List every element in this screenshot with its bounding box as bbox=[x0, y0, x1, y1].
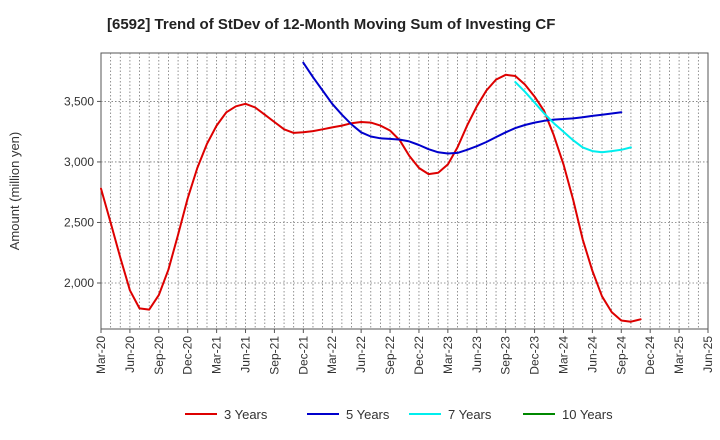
x-tick-label: Jun-23 bbox=[470, 336, 484, 373]
x-tick-label: Sep-22 bbox=[383, 336, 397, 375]
x-tick-label: Jun-25 bbox=[701, 336, 715, 373]
legend: 3 Years 5 Years 7 Years 10 Years bbox=[185, 407, 613, 422]
legend-label-5-years: 5 Years bbox=[346, 407, 390, 422]
x-tick-label: Mar-25 bbox=[672, 336, 686, 374]
legend-label-3-years: 3 Years bbox=[224, 407, 268, 422]
x-tick-label: Dec-23 bbox=[528, 336, 542, 375]
y-axis-label: Amount (million yen) bbox=[7, 132, 22, 251]
legend-label-10-years: 10 Years bbox=[562, 407, 613, 422]
x-tick-label: Mar-20 bbox=[94, 336, 108, 374]
chart-title: [6592] Trend of StDev of 12-Month Moving… bbox=[107, 16, 555, 33]
x-tick-label: Dec-22 bbox=[412, 336, 426, 375]
x-axis: Mar-20 Jun-20 Sep-20 Dec-20 Mar-21 Jun-21 Sep-… bbox=[94, 329, 715, 375]
x-tick-label: Jun-24 bbox=[585, 336, 599, 373]
x-tick-label: Jun-21 bbox=[239, 336, 253, 373]
x-tick-label: Sep-21 bbox=[267, 336, 281, 375]
y-axis: 2,000 2,500 3,000 3,500 bbox=[64, 94, 101, 290]
x-tick-label: Sep-20 bbox=[152, 336, 166, 375]
x-tick-label: Dec-21 bbox=[296, 336, 310, 375]
x-tick-label: Dec-24 bbox=[643, 336, 657, 375]
plot-frame bbox=[100, 52, 709, 330]
x-tick-label: Sep-24 bbox=[614, 336, 628, 375]
series-line-3-years bbox=[100, 73, 642, 323]
x-tick-label: Mar-21 bbox=[210, 336, 224, 374]
x-tick-label: Jun-22 bbox=[354, 336, 368, 373]
y-tick-label: 2,000 bbox=[64, 276, 94, 290]
y-tick-label: 2,500 bbox=[64, 215, 94, 229]
series-line-7-years bbox=[514, 81, 632, 154]
x-tick-label: Jun-20 bbox=[123, 336, 137, 373]
y-tick-label: 3,500 bbox=[64, 94, 94, 108]
series-line-5-years bbox=[302, 61, 623, 155]
x-tick-label: Dec-20 bbox=[181, 336, 195, 375]
x-tick-label: Mar-23 bbox=[441, 336, 455, 374]
x-tick-label: Mar-22 bbox=[325, 336, 339, 374]
legend-label-7-years: 7 Years bbox=[448, 407, 492, 422]
x-tick-label: Sep-23 bbox=[499, 336, 513, 375]
grid bbox=[101, 53, 708, 329]
series-lines bbox=[100, 61, 642, 323]
x-tick-label: Mar-24 bbox=[556, 336, 570, 374]
y-tick-label: 3,000 bbox=[64, 155, 94, 169]
